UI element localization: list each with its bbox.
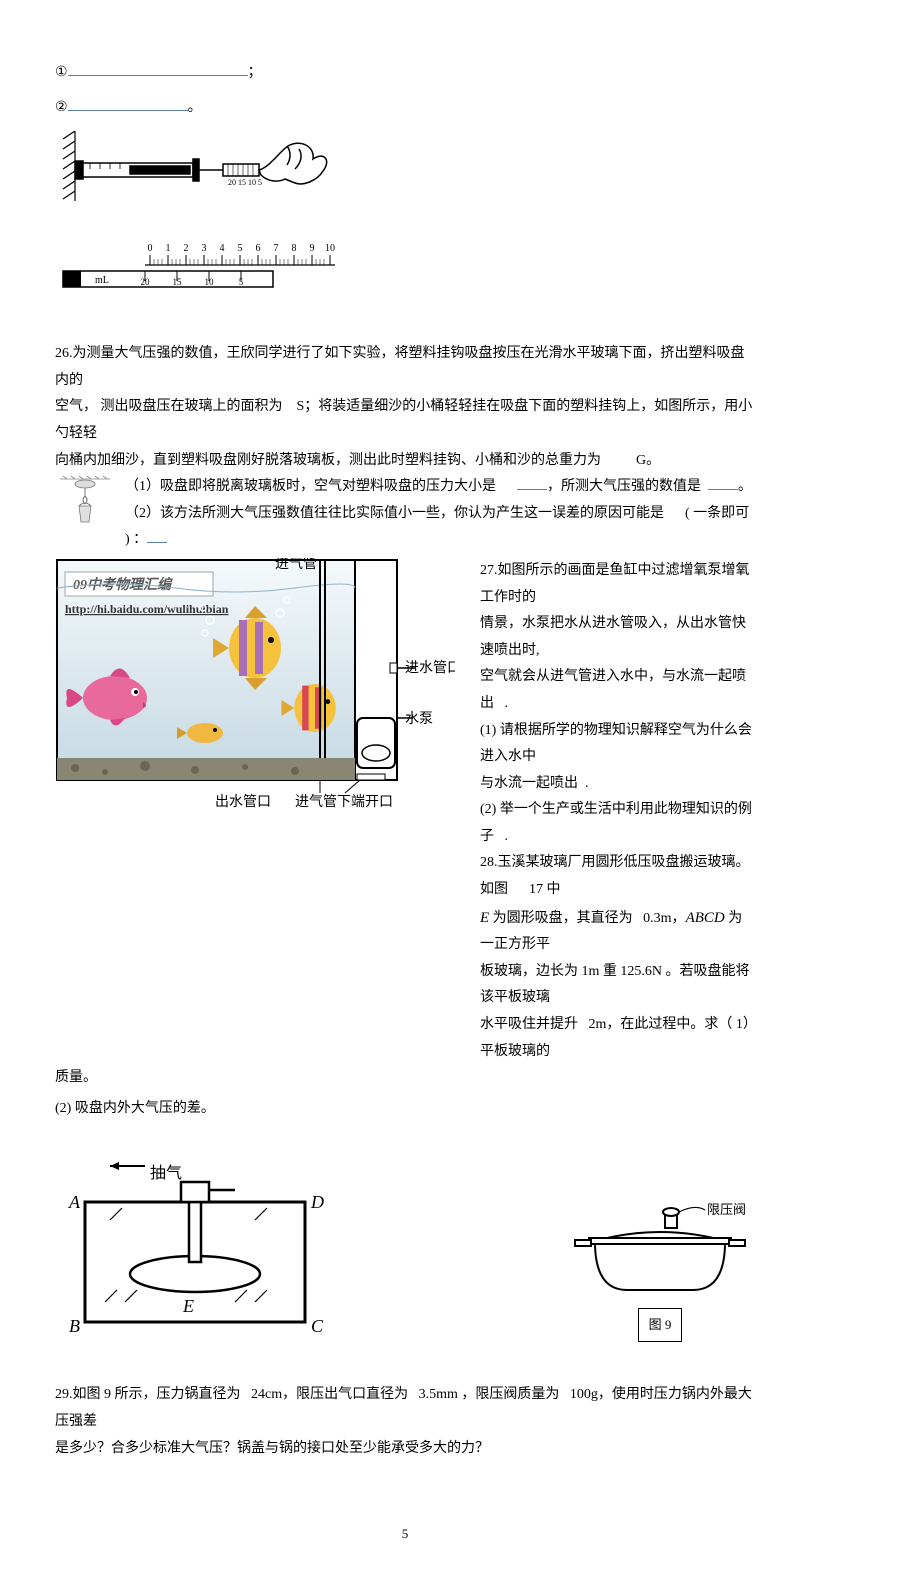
svg-text:5: 5 [238, 243, 243, 254]
q27-num: 27. [480, 563, 498, 578]
q26-blank1 [517, 475, 547, 490]
q27-l3: 空气就会从进气管进入水中，与水流一起喷出 [480, 669, 746, 711]
box-A: A [68, 1192, 81, 1212]
lbl-bottom-open: 进气管下端开口 [295, 794, 393, 810]
q26-l3a: 向桶内加细沙，直到塑料吸盘刚好脱落玻璃板，测出此时塑料挂钩、小桶和沙的总重力为 [55, 453, 601, 468]
q28-l1b: 17 中 [529, 882, 561, 897]
question-26: 26.为测量大气压强的数值，王欣同学进行了如下实验，将塑料挂钩吸盘按压在光滑水平… [55, 341, 755, 554]
q28-ABCD: ABCD [686, 904, 725, 933]
svg-text:10: 10 [205, 277, 215, 287]
q26-s2a: （2）该方法所测大气压强数值往往比实际值小一些，你认为产生这一误差的原因可能是 [125, 506, 664, 521]
blank-line-2 [68, 96, 188, 111]
q26-l2a: 空气， 测出吸盘压在玻璃上的面积为 [55, 399, 283, 414]
svg-text:15: 15 [173, 277, 183, 287]
pot-caption: 图 9 [638, 1308, 683, 1343]
question-28: 28.玉溪某玻璃厂用圆形低压吸盘搬运玻璃。如图 17 中 E 为圆形吸盘，其直径… [480, 850, 755, 1065]
svg-text:1: 1 [166, 243, 171, 254]
q28-mass: 质量。 [55, 1065, 755, 1092]
blank-line-1 [68, 61, 248, 76]
q26-blank2 [708, 475, 738, 490]
q26-num: 26. [55, 346, 73, 361]
q28-num: 28. [480, 855, 498, 870]
svg-text:3: 3 [202, 243, 207, 254]
lbl-out-port: 出水管口 [215, 794, 271, 810]
q27-s1e: . [585, 776, 589, 791]
fish-url: http://hi.baidu.com/wulihuibian [65, 602, 229, 616]
q26-s1c: 。 [738, 479, 752, 494]
ml-label: mL [95, 275, 109, 286]
q27-s1b: 与水流一起喷出 [480, 776, 578, 791]
q27-s1a: (1) 请根据所学的物理知识解释空气为什么会进入水中 [480, 718, 755, 771]
svg-text:5: 5 [239, 277, 244, 287]
q26-s1b: ，所测大气压强的数值是 [547, 479, 701, 494]
lbl-pump: 水泵 [405, 711, 433, 727]
box-C: C [311, 1316, 324, 1336]
box-pump-label: 抽气 [150, 1164, 182, 1182]
box-D: D [310, 1192, 324, 1212]
q28-l3: 板玻璃，边长为 1m 重 125.6N 。若吸盘能将该平板玻璃 [480, 959, 755, 1012]
scale-numbers: 20 15 10 5 [228, 178, 262, 187]
q28-l4a: 水平吸住并提升 [480, 1017, 578, 1032]
svg-text:2: 2 [184, 243, 189, 254]
q29-t1b: 24cm，限压出气口直径为 [251, 1387, 408, 1402]
q28-l1a: 玉溪某玻璃厂用圆形低压吸盘搬运玻璃。如图 [480, 855, 750, 897]
q28-sub2: (2) 吸盘内外大气压的差。 [55, 1096, 755, 1123]
svg-text:0: 0 [148, 243, 153, 254]
q29-t1c: 3.5mm ，限压阀质量为 [419, 1387, 560, 1402]
q26-s1a: （1）吸盘即将脱离玻璃板时，空气对塑料吸盘的压力大小是 [125, 479, 496, 494]
svg-text:4: 4 [220, 243, 225, 254]
box-B: B [69, 1316, 80, 1336]
blank-semi: ； [248, 65, 262, 80]
q27-s2: (2) 举一个生产或生活中利用此物理知识的例子 [480, 802, 752, 844]
q28-E: E [480, 904, 489, 933]
blank-number-2: ② [55, 100, 68, 115]
blank-item-1: ①； [55, 60, 755, 87]
lbl-inlet-pipe: 进气管 [275, 558, 317, 572]
q27-l1: 如图所示的画面是鱼缸中过滤增氧泵增氧工作时的 [480, 563, 750, 605]
question-29: 29.如图 9 所示，压力锅直径为 24cm，限压出气口直径为 3.5mm ，限… [55, 1382, 755, 1462]
q27-l3e: . [505, 696, 509, 711]
vacuum-box-figure: 抽气 A B C D E [55, 1152, 335, 1342]
pot-svg: 限压阀 [565, 1192, 755, 1302]
pot-valve-label: 限压阀 [707, 1202, 746, 1217]
q28-l2a: 为圆形吸盘，其直径为 [493, 911, 633, 926]
bottom-figures: 抽气 A B C D E 限压阀 图 9 [55, 1152, 755, 1342]
fish-and-q27-block: 09中考物理汇编 http://hi.baidu.com/wulihuibian [55, 558, 755, 1065]
blank-period: 。 [188, 100, 202, 115]
pressure-pot-figure: 限压阀 图 9 [565, 1192, 755, 1343]
q26-blank3 [147, 528, 167, 543]
q29-t2: 是多少？合多少标准大气压？锅盖与锅的接口处至少能承受多大的力？ [55, 1436, 755, 1463]
box-E: E [182, 1296, 194, 1316]
q26-l3b: G。 [636, 453, 660, 468]
fish-tank-figure: 09中考物理汇编 http://hi.baidu.com/wulihuibian [55, 558, 455, 818]
q28-l2b: 0.3m， [643, 911, 685, 926]
q27-s2e: . [505, 829, 509, 844]
q29-t1a: 如图 9 所示，压力锅直径为 [73, 1387, 241, 1402]
svg-text:10: 10 [325, 243, 335, 254]
q26-l1: 为测量大气压强的数值，王欣同学进行了如下实验，将塑料挂钩吸盘按压在光滑水平玻璃下… [55, 346, 745, 388]
hook-bucket-icon [55, 474, 115, 529]
svg-text:8: 8 [292, 243, 297, 254]
svg-text:20: 20 [141, 277, 151, 287]
svg-text:6: 6 [256, 243, 261, 254]
q29-num: 29. [55, 1387, 73, 1402]
syringe-figure: 20 15 10 5 0 1 2 [55, 131, 755, 311]
svg-text:9: 9 [310, 243, 315, 254]
lbl-in-port: 进水管口 [405, 660, 455, 676]
blank-number-1: ① [55, 65, 68, 80]
question-27: 27.如图所示的画面是鱼缸中过滤增氧泵增氧工作时的 情景，水泵把水从进水管吸入，… [480, 558, 755, 851]
page-number: 5 [55, 1522, 755, 1547]
svg-text:7: 7 [274, 243, 279, 254]
q27-l2: 情景，水泵把水从进水管吸入，从出水管快速喷出时, [480, 611, 755, 664]
blank-item-2: ②。 [55, 95, 755, 122]
syringe-svg: 20 15 10 5 0 1 2 [55, 131, 335, 311]
